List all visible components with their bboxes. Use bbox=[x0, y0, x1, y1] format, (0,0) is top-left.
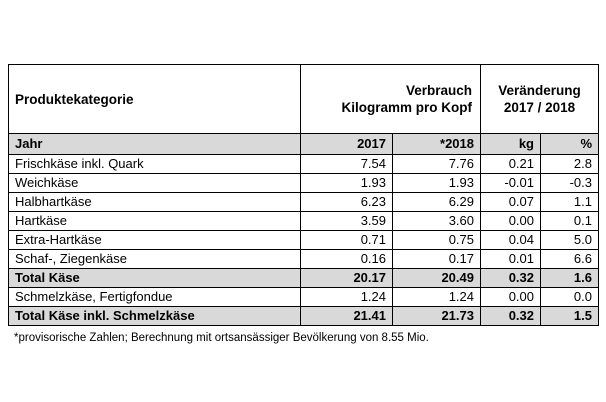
cell-2017: 21.41 bbox=[300, 306, 393, 326]
cell-2018: 1.24 bbox=[392, 287, 481, 307]
cell-2017: 0.71 bbox=[300, 230, 393, 250]
cheese-consumption-table: Produktekategorie Verbrauch Kilogramm pr… bbox=[8, 64, 599, 326]
table-total-row: Total Käse inkl. Schmelzkäse 21.41 21.73 0.… bbox=[8, 306, 599, 326]
cell-2017: 7.54 bbox=[300, 154, 393, 174]
header-category: Produktekategorie bbox=[8, 64, 301, 134]
cell-change-kg: -0.01 bbox=[480, 173, 541, 193]
cell-change-kg: 0.00 bbox=[480, 287, 541, 307]
cell-change-kg: 0.32 bbox=[480, 306, 541, 326]
cell-change-kg: 0.32 bbox=[480, 268, 541, 288]
cell-change-pct: 5.0 bbox=[540, 230, 599, 250]
cell-2018: 1.93 bbox=[392, 173, 481, 193]
cell-2017: 20.17 bbox=[300, 268, 393, 288]
table-row: Hartkäse 3.59 3.60 0.00 0.1 bbox=[8, 211, 599, 231]
cell-change-pct: 2.8 bbox=[540, 154, 599, 174]
table-row: Frischkäse inkl. Quark 7.54 7.76 0.21 2.8 bbox=[8, 154, 599, 174]
header-change: Veränderung 2017 / 2018 bbox=[480, 64, 599, 134]
cell-category: Schaf-, Ziegenkäse bbox=[8, 249, 301, 269]
table-row: Halbhartkäse 6.23 6.29 0.07 1.1 bbox=[8, 192, 599, 212]
subheader-2017: 2017 bbox=[300, 133, 393, 155]
cell-category: Weichkäse bbox=[8, 173, 301, 193]
table-row: Extra-Hartkäse 0.71 0.75 0.04 5.0 bbox=[8, 230, 599, 250]
cell-category: Halbhartkäse bbox=[8, 192, 301, 212]
cell-category: Total Käse inkl. Schmelzkäse bbox=[8, 306, 301, 326]
header-consumption-line2: Kilogramm pro Kopf bbox=[341, 100, 473, 115]
cell-category: Frischkäse inkl. Quark bbox=[8, 154, 301, 174]
header-change-line2: 2017 / 2018 bbox=[503, 100, 576, 115]
cell-change-kg: 0.00 bbox=[480, 211, 541, 231]
cell-category: Total Käse bbox=[8, 268, 301, 288]
cell-2017: 1.24 bbox=[300, 287, 393, 307]
cell-2018: 21.73 bbox=[392, 306, 481, 326]
header-consumption: Verbrauch Kilogramm pro Kopf bbox=[300, 64, 481, 134]
table-row: Schaf-, Ziegenkäse 0.16 0.17 0.01 6.6 bbox=[8, 249, 599, 269]
cell-2017: 3.59 bbox=[300, 211, 393, 231]
cell-change-kg: 0.07 bbox=[480, 192, 541, 212]
subheader-2018: *2018 bbox=[392, 133, 481, 155]
subheader-pct: % bbox=[540, 133, 599, 155]
cell-change-pct: -0.3 bbox=[540, 173, 599, 193]
cell-2018: 0.75 bbox=[392, 230, 481, 250]
cell-2017: 1.93 bbox=[300, 173, 393, 193]
table-row: Schmelzkäse, Fertigfondue 1.24 1.24 0.00 0.0 bbox=[8, 287, 599, 307]
footnote: *provisorische Zahlen; Berechnung mit or… bbox=[14, 332, 429, 344]
subheader-label: Jahr bbox=[8, 133, 301, 155]
cell-category: Hartkäse bbox=[8, 211, 301, 231]
cell-change-kg: 0.04 bbox=[480, 230, 541, 250]
cell-2017: 6.23 bbox=[300, 192, 393, 212]
cell-change-kg: 0.21 bbox=[480, 154, 541, 174]
cell-change-pct: 1.5 bbox=[540, 306, 599, 326]
subheader-kg: kg bbox=[480, 133, 541, 155]
cell-change-pct: 0.0 bbox=[540, 287, 599, 307]
cell-change-pct: 1.6 bbox=[540, 268, 599, 288]
cell-category: Extra-Hartkäse bbox=[8, 230, 301, 250]
cell-change-pct: 0.1 bbox=[540, 211, 599, 231]
consumption-table-container: Produktekategorie Verbrauch Kilogramm pr… bbox=[8, 64, 599, 326]
table-header-row: Produktekategorie Verbrauch Kilogramm pr… bbox=[8, 64, 599, 134]
cell-2018: 7.76 bbox=[392, 154, 481, 174]
cell-2018: 20.49 bbox=[392, 268, 481, 288]
header-change-line1: Veränderung bbox=[498, 83, 581, 98]
table-row: Weichkäse 1.93 1.93 -0.01 -0.3 bbox=[8, 173, 599, 193]
cell-change-pct: 6.6 bbox=[540, 249, 599, 269]
cell-change-kg: 0.01 bbox=[480, 249, 541, 269]
header-consumption-line1: Verbrauch bbox=[405, 83, 472, 98]
cell-2018: 3.60 bbox=[392, 211, 481, 231]
cell-category: Schmelzkäse, Fertigfondue bbox=[8, 287, 301, 307]
cell-2017: 0.16 bbox=[300, 249, 393, 269]
cell-2018: 6.29 bbox=[392, 192, 481, 212]
cell-2018: 0.17 bbox=[392, 249, 481, 269]
cell-change-pct: 1.1 bbox=[540, 192, 599, 212]
table-subheader-row: Jahr 2017 *2018 kg % bbox=[8, 133, 599, 155]
table-total-row: Total Käse 20.17 20.49 0.32 1.6 bbox=[8, 268, 599, 288]
